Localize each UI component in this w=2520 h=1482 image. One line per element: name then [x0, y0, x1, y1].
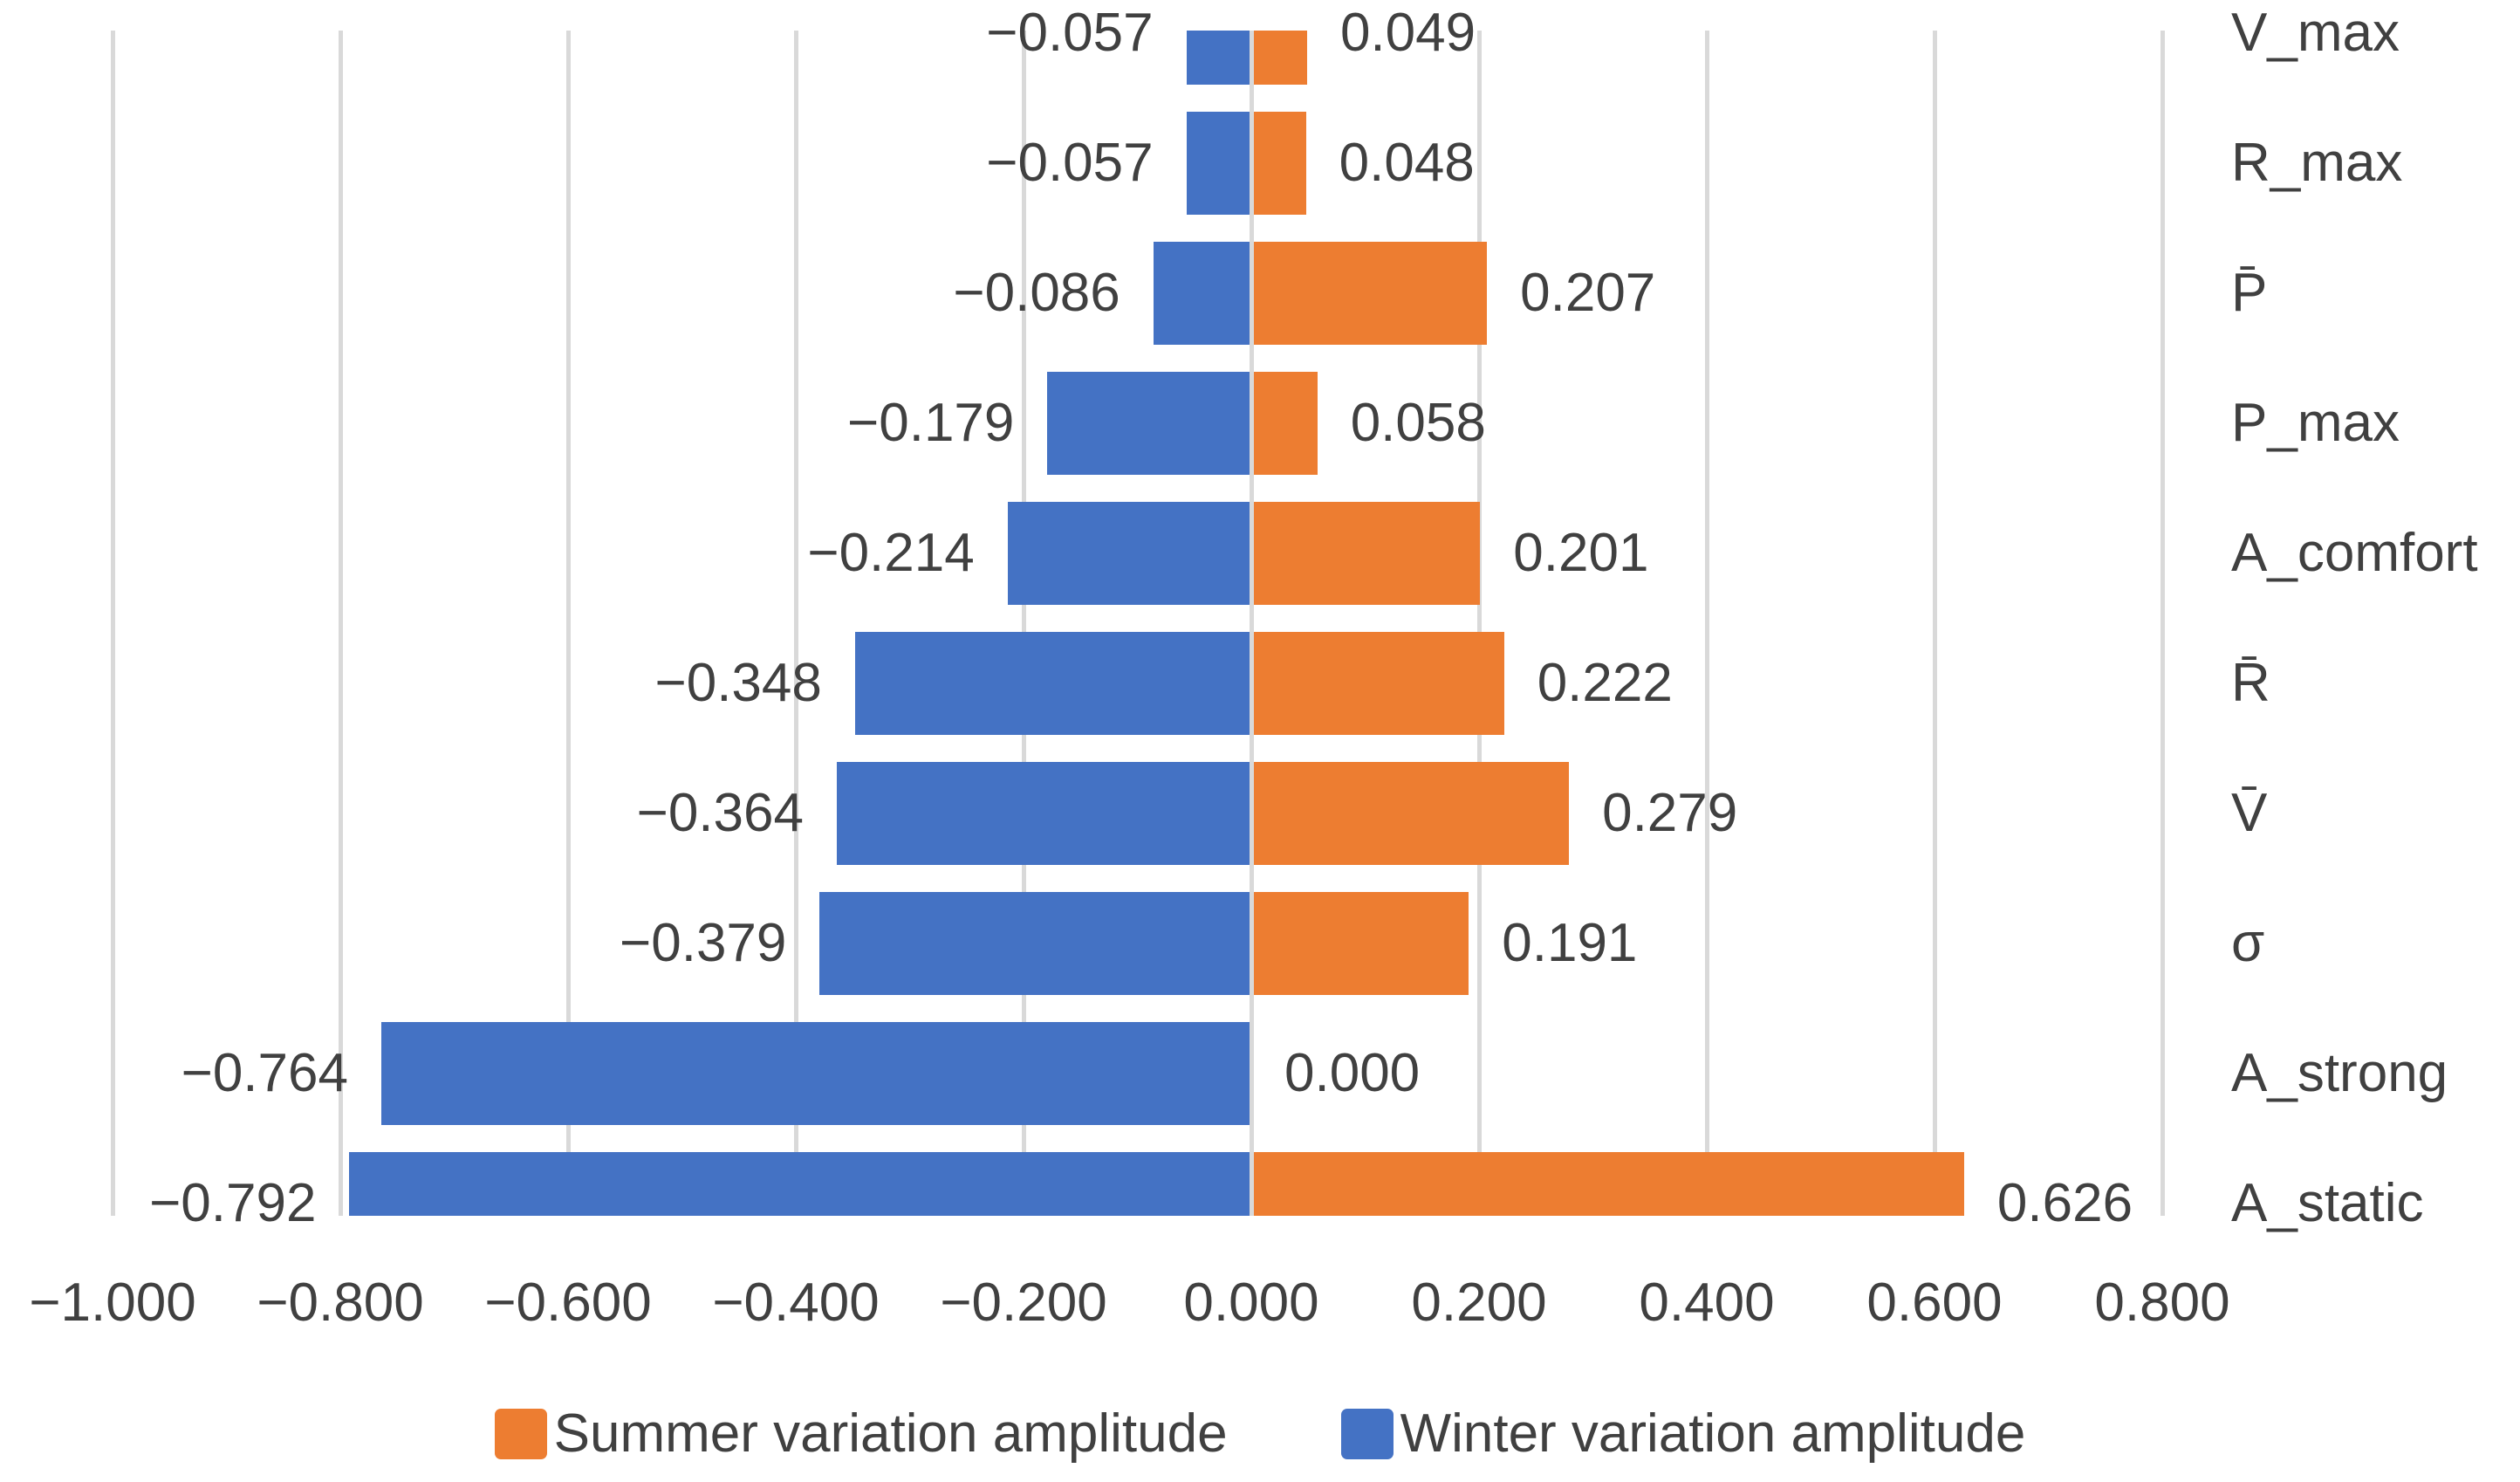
- summer-bar: [1251, 502, 1481, 605]
- summer-bar: [1251, 31, 1307, 85]
- x-axis-tick-label: 0.000: [1183, 1273, 1319, 1333]
- category-label: R̄: [2231, 653, 2270, 713]
- winter-value-label: −0.364: [636, 783, 804, 843]
- summer-value-label: 0.279: [1602, 783, 1738, 843]
- summer-value-label: 0.048: [1339, 133, 1475, 193]
- winter-bar: [1186, 112, 1251, 215]
- gridline: [339, 31, 343, 1216]
- summer-bar: [1251, 1152, 1964, 1216]
- winter-bar: [836, 762, 1251, 865]
- x-axis-tick-label: 0.200: [1411, 1273, 1547, 1333]
- legend-label-summer: Summer variation amplitude: [553, 1403, 1228, 1464]
- winter-bar: [1153, 242, 1251, 345]
- category-label: R_max: [2231, 133, 2403, 193]
- category-label: A_static: [2231, 1173, 2424, 1233]
- summer-bar: [1251, 242, 1488, 345]
- winter-value-label: −0.214: [807, 523, 975, 583]
- summer-bar: [1251, 892, 1469, 995]
- winter-value-label: −0.379: [620, 913, 787, 973]
- legend-entry-winter: Winter variation amplitude: [1340, 1403, 2026, 1464]
- category-label: A_strong: [2231, 1043, 2448, 1103]
- winter-value-label: −0.057: [986, 133, 1154, 193]
- gridline: [2160, 31, 2165, 1216]
- gridline: [1705, 31, 1709, 1216]
- summer-value-label: 0.207: [1520, 263, 1656, 323]
- winter-value-label: −0.179: [847, 393, 1015, 453]
- gridline: [794, 31, 798, 1216]
- legend-label-winter: Winter variation amplitude: [1400, 1403, 2026, 1464]
- x-axis-tick-label: −0.800: [257, 1273, 424, 1333]
- summer-bar: [1251, 112, 1306, 215]
- winter-value-label: −0.792: [149, 1173, 317, 1233]
- winter-bar: [854, 632, 1251, 735]
- winter-value-label: −0.348: [654, 653, 822, 713]
- summer-bar: [1251, 632, 1504, 735]
- summer-value-label: 0.000: [1284, 1043, 1421, 1103]
- summer-value-label: 0.191: [1502, 913, 1638, 973]
- gridline: [111, 31, 115, 1216]
- winter-bar: [1007, 502, 1251, 605]
- summer-value-label: 0.049: [1339, 3, 1476, 63]
- summer-value-label: 0.058: [1350, 393, 1486, 453]
- category-label: A_comfort: [2231, 523, 2478, 583]
- category-label: V_max: [2231, 3, 2400, 63]
- winter-bar: [1186, 31, 1251, 85]
- x-axis-tick-label: −0.200: [940, 1273, 1107, 1333]
- x-axis-tick-label: 0.400: [1639, 1273, 1775, 1333]
- gridline: [1477, 31, 1482, 1216]
- summer-bar: [1251, 762, 1570, 865]
- winter-value-label: −0.764: [181, 1043, 348, 1103]
- category-label: σ: [2231, 913, 2265, 973]
- x-axis-tick-label: −0.400: [712, 1273, 880, 1333]
- chart-legend: Summer variation amplitude Winter variat…: [0, 1407, 2520, 1461]
- gridline: [566, 31, 571, 1216]
- legend-entry-summer: Summer variation amplitude: [494, 1403, 1228, 1464]
- winter-bar: [819, 892, 1251, 995]
- winter-value-label: −0.057: [986, 3, 1154, 63]
- gridline: [1022, 31, 1026, 1216]
- x-axis-tick-label: 0.600: [1866, 1273, 2003, 1333]
- plot-area: [0, 31, 2520, 1216]
- x-axis-tick-label: −1.000: [29, 1273, 196, 1333]
- winter-bar: [380, 1022, 1251, 1125]
- summer-value-label: 0.626: [1996, 1173, 2133, 1233]
- category-label: V̄: [2231, 783, 2268, 843]
- category-label: P_max: [2231, 393, 2400, 453]
- summer-bar: [1251, 372, 1318, 475]
- zero-gridline: [1250, 31, 1254, 1216]
- winter-series-swatch: [1340, 1409, 1394, 1459]
- winter-bar: [1047, 372, 1251, 475]
- x-axis-tick-label: 0.800: [2094, 1273, 2230, 1333]
- gridline: [1933, 31, 1937, 1216]
- x-axis-tick-label: −0.600: [484, 1273, 652, 1333]
- winter-bar: [349, 1152, 1251, 1216]
- summer-value-label: 0.222: [1537, 653, 1673, 713]
- category-label: P̄: [2231, 263, 2268, 323]
- summer-series-swatch: [494, 1409, 547, 1459]
- summer-value-label: 0.201: [1513, 523, 1649, 583]
- winter-value-label: −0.086: [953, 263, 1120, 323]
